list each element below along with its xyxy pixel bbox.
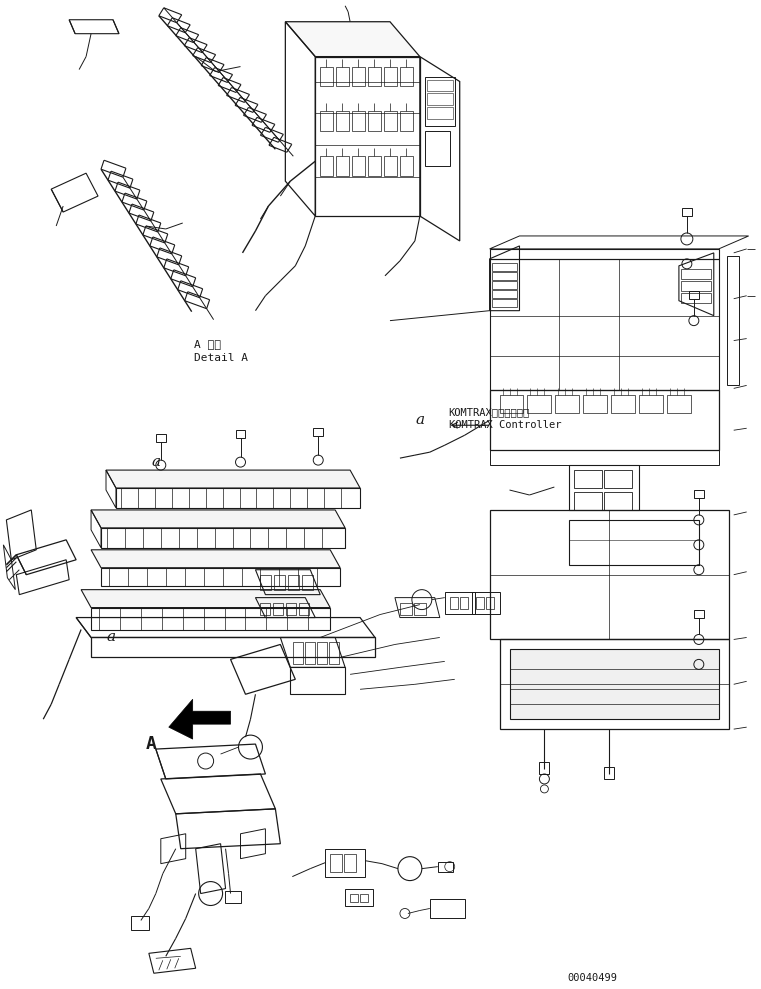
Bar bbox=[368, 66, 381, 86]
Bar bbox=[325, 849, 365, 876]
Bar bbox=[330, 854, 342, 871]
Bar bbox=[611, 396, 635, 413]
Bar bbox=[492, 281, 517, 289]
Bar bbox=[460, 596, 468, 608]
Bar bbox=[492, 272, 517, 280]
Bar bbox=[293, 643, 304, 665]
Bar bbox=[430, 899, 465, 919]
Bar bbox=[694, 490, 704, 498]
Bar bbox=[320, 156, 333, 176]
Bar bbox=[400, 602, 412, 614]
Text: KOMTRAX Controller: KOMTRAX Controller bbox=[449, 420, 562, 430]
Bar bbox=[667, 396, 691, 413]
Bar bbox=[384, 112, 397, 132]
Bar bbox=[275, 575, 285, 589]
Bar bbox=[314, 428, 323, 436]
Bar bbox=[336, 66, 349, 86]
Bar bbox=[604, 470, 632, 488]
Text: KOMTRAXコントローラ: KOMTRAXコントローラ bbox=[449, 407, 530, 417]
Bar bbox=[330, 643, 339, 665]
Bar bbox=[156, 434, 166, 442]
Bar bbox=[302, 575, 314, 589]
Bar bbox=[476, 596, 484, 608]
Bar bbox=[427, 79, 453, 91]
Polygon shape bbox=[91, 550, 340, 568]
Bar bbox=[414, 602, 426, 614]
Bar bbox=[492, 263, 517, 271]
Bar bbox=[681, 293, 711, 303]
Bar bbox=[260, 575, 272, 589]
Text: 00040499: 00040499 bbox=[567, 973, 617, 983]
Bar bbox=[450, 596, 457, 608]
Bar bbox=[425, 76, 455, 127]
Text: a: a bbox=[151, 455, 161, 469]
Polygon shape bbox=[91, 510, 345, 528]
Bar bbox=[320, 66, 333, 86]
Bar bbox=[345, 888, 373, 907]
Bar bbox=[681, 269, 711, 279]
Bar bbox=[305, 643, 315, 665]
Bar bbox=[299, 602, 309, 614]
Polygon shape bbox=[81, 589, 330, 607]
Text: A 詳細: A 詳細 bbox=[194, 338, 221, 348]
Text: a: a bbox=[107, 630, 116, 645]
Bar bbox=[556, 396, 579, 413]
Bar bbox=[575, 492, 602, 510]
Bar bbox=[236, 430, 246, 438]
Bar bbox=[288, 575, 299, 589]
Text: A: A bbox=[145, 735, 156, 753]
Polygon shape bbox=[169, 699, 231, 739]
Bar bbox=[689, 291, 699, 299]
Bar bbox=[384, 66, 397, 86]
Bar bbox=[575, 470, 602, 488]
Polygon shape bbox=[106, 470, 360, 488]
Bar bbox=[727, 256, 739, 386]
Bar bbox=[350, 893, 358, 902]
Text: Detail A: Detail A bbox=[194, 352, 247, 363]
Bar bbox=[400, 156, 413, 176]
Bar bbox=[427, 108, 453, 120]
Bar bbox=[260, 602, 270, 614]
Bar bbox=[317, 643, 327, 665]
Bar bbox=[427, 94, 453, 106]
Bar bbox=[368, 112, 381, 132]
Bar bbox=[540, 762, 549, 774]
Bar bbox=[336, 156, 349, 176]
Bar bbox=[472, 591, 499, 613]
Bar bbox=[492, 290, 517, 298]
Bar bbox=[224, 890, 240, 903]
Bar bbox=[352, 66, 365, 86]
Bar bbox=[400, 112, 413, 132]
Bar bbox=[360, 893, 368, 902]
Bar bbox=[368, 156, 381, 176]
Bar bbox=[486, 596, 494, 608]
Bar bbox=[352, 156, 365, 176]
Bar bbox=[352, 112, 365, 132]
Bar bbox=[694, 609, 704, 617]
Bar bbox=[583, 396, 607, 413]
Bar bbox=[344, 854, 356, 871]
Bar bbox=[681, 281, 711, 291]
Bar bbox=[682, 208, 692, 216]
Bar bbox=[639, 396, 663, 413]
Bar bbox=[444, 591, 475, 613]
Bar bbox=[499, 396, 524, 413]
Bar bbox=[400, 66, 413, 86]
Bar bbox=[131, 917, 149, 931]
Bar bbox=[527, 396, 552, 413]
Bar bbox=[384, 156, 397, 176]
Bar bbox=[438, 861, 453, 871]
Bar bbox=[336, 112, 349, 132]
Polygon shape bbox=[510, 650, 718, 719]
Bar bbox=[604, 492, 632, 510]
Bar bbox=[286, 602, 296, 614]
Bar bbox=[492, 299, 517, 307]
Polygon shape bbox=[285, 22, 420, 56]
Bar bbox=[273, 602, 283, 614]
Bar bbox=[320, 112, 333, 132]
Text: a: a bbox=[416, 413, 425, 427]
Bar bbox=[425, 132, 450, 166]
Bar bbox=[604, 767, 614, 779]
